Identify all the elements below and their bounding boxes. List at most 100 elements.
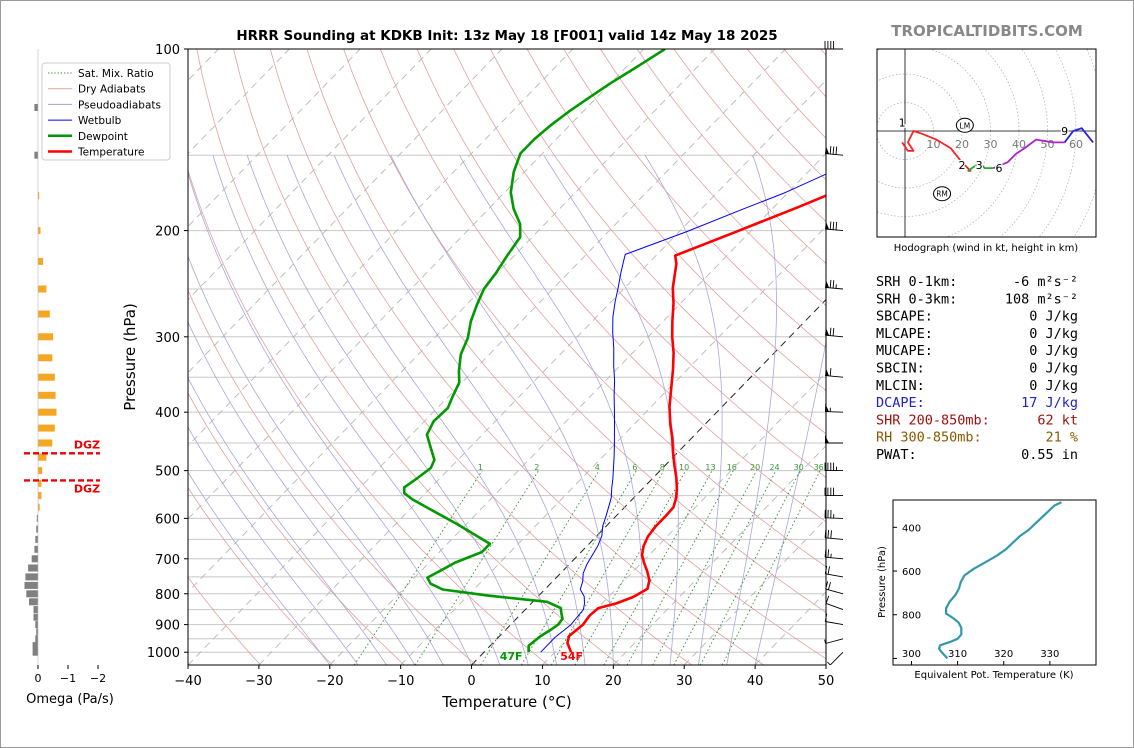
hodograph-segment — [993, 138, 1065, 169]
index-value: 17 J/kg — [1021, 395, 1078, 411]
omega-bar — [38, 310, 50, 318]
barb-shaft — [825, 621, 844, 626]
theta-e-y-tick-label: 800 — [902, 611, 921, 622]
pseudoadiabat-line — [246, 155, 529, 665]
barb-flag — [827, 582, 831, 591]
index-value: 62 kt — [1037, 412, 1078, 428]
barb-flag — [824, 549, 827, 558]
barb-shaft — [825, 602, 844, 611]
mixing-ratio-line — [574, 470, 687, 665]
pseudoadiabat-line — [286, 155, 557, 665]
theta-e-y-tick-label: 400 — [902, 523, 921, 534]
mixing-ratio-label: 36 — [814, 463, 824, 472]
legend-label: Pseudoadiabats — [78, 99, 161, 111]
index-label: MLCAPE: — [876, 326, 933, 342]
hodograph-height-label: 6 — [996, 162, 1003, 175]
index-value: -6 m²s⁻² — [1013, 274, 1078, 290]
hodograph-ring-label: 10 — [927, 138, 941, 151]
mixing-ratio-label: 16 — [727, 463, 737, 472]
indices-table: SRH 0-1km: -6 m²s⁻² SRH 0-3km: 108 m²s⁻² SBC… — [876, 274, 1078, 463]
barb-pennant — [825, 145, 830, 154]
legend-label: Dry Adiabats — [78, 84, 146, 96]
omega-bar — [24, 581, 38, 589]
wind-barb — [824, 638, 844, 644]
hodograph-height-label: 3 — [976, 159, 983, 172]
index-label: SBCAPE: — [876, 309, 933, 325]
pseudoadiabat-line — [212, 155, 501, 665]
wind-barbs — [824, 41, 844, 666]
omega-bar — [38, 424, 55, 432]
dry-adiabat-line — [600, 49, 826, 307]
dgz-label: DGZ — [74, 438, 100, 451]
omega-bar — [34, 545, 38, 553]
site-logo: TROPICALTIDBITS.COM — [891, 22, 1083, 40]
y-tick-label: 300 — [155, 331, 180, 346]
mixing-ratio-line — [673, 470, 777, 665]
theta-e-x-label: Equivalent Pot. Temperature (K) — [914, 670, 1073, 681]
barb-pennant — [825, 327, 830, 336]
y-tick-label: 900 — [155, 619, 180, 634]
omega-bar — [38, 467, 43, 475]
dry-adiabat-line — [269, 49, 764, 665]
barb-flag — [832, 221, 835, 230]
dry-adiabat-line — [563, 49, 826, 349]
mixing-ratio-label: 6 — [632, 463, 637, 472]
legend-label: Sat. Mix. Ratio — [78, 68, 154, 80]
barb-pennant — [825, 403, 829, 412]
barb-flag — [835, 221, 838, 231]
barb-flag — [832, 327, 835, 336]
omega-bar — [38, 192, 40, 200]
omega-bar — [38, 492, 42, 500]
theta-e-plot-area — [938, 501, 1062, 660]
barb-pennant — [825, 367, 830, 376]
x-tick-label: 30 — [676, 674, 693, 689]
series-wetbulb-line — [540, 173, 826, 653]
omega-axis-label: Omega (Pa/s) — [26, 692, 114, 707]
pseudoadiabat-line — [644, 154, 723, 665]
x-tick-label: −10 — [387, 674, 414, 689]
dry-adiabat-line — [188, 169, 549, 665]
omega-bar — [38, 453, 47, 461]
theta-e-x-tick-label: 320 — [994, 649, 1013, 660]
index-label: DCAPE: — [876, 395, 925, 411]
pseudoadiabat-line — [754, 339, 826, 665]
omega-bar — [38, 479, 42, 487]
omega-bar — [38, 227, 41, 235]
storm-motion-marker — [933, 186, 952, 202]
dry-adiabat-line — [306, 49, 826, 660]
mixing-ratio-label: 2 — [534, 463, 539, 472]
omega-bar — [25, 573, 38, 581]
pseudoadiabat-line — [188, 426, 359, 665]
y-tick-label: 700 — [155, 553, 180, 568]
omega-bar — [38, 354, 53, 362]
mixing-ratio-line — [626, 470, 734, 665]
index-value: 0 J/kg — [1029, 361, 1078, 377]
isotherm-line — [188, 49, 786, 665]
omega-bar — [35, 621, 38, 629]
x-tick-label: 50 — [818, 674, 835, 689]
surface-labels: 47F 54F — [500, 650, 583, 663]
legend-box — [41, 62, 171, 161]
storm-motion-label: LM — [960, 121, 971, 130]
hodograph-ring-label: 60 — [1069, 138, 1083, 151]
theta-e-y-tick-label: 600 — [902, 567, 921, 578]
index-label: SHR 200-850mb: — [876, 412, 990, 428]
wind-barb — [825, 145, 844, 156]
barb-flag — [824, 529, 827, 538]
barb-flag — [835, 146, 838, 155]
skewt-guides — [188, 49, 826, 665]
wind-barb — [824, 529, 844, 540]
barb-flag — [824, 613, 828, 622]
wind-barb — [824, 509, 844, 519]
storm-motion-marker — [955, 117, 974, 133]
pseudoadiabat-line — [188, 321, 416, 665]
omega-bar — [38, 439, 53, 447]
barb-shaft — [824, 411, 844, 413]
mixing-ratio-label: 30 — [794, 463, 804, 472]
y-axis-label: Pressure (hPa) — [121, 303, 139, 411]
x-tick-label: −30 — [245, 674, 272, 689]
pseudoadiabat-line — [390, 155, 614, 665]
barb-flag — [827, 566, 830, 575]
omega-bar — [38, 257, 43, 265]
